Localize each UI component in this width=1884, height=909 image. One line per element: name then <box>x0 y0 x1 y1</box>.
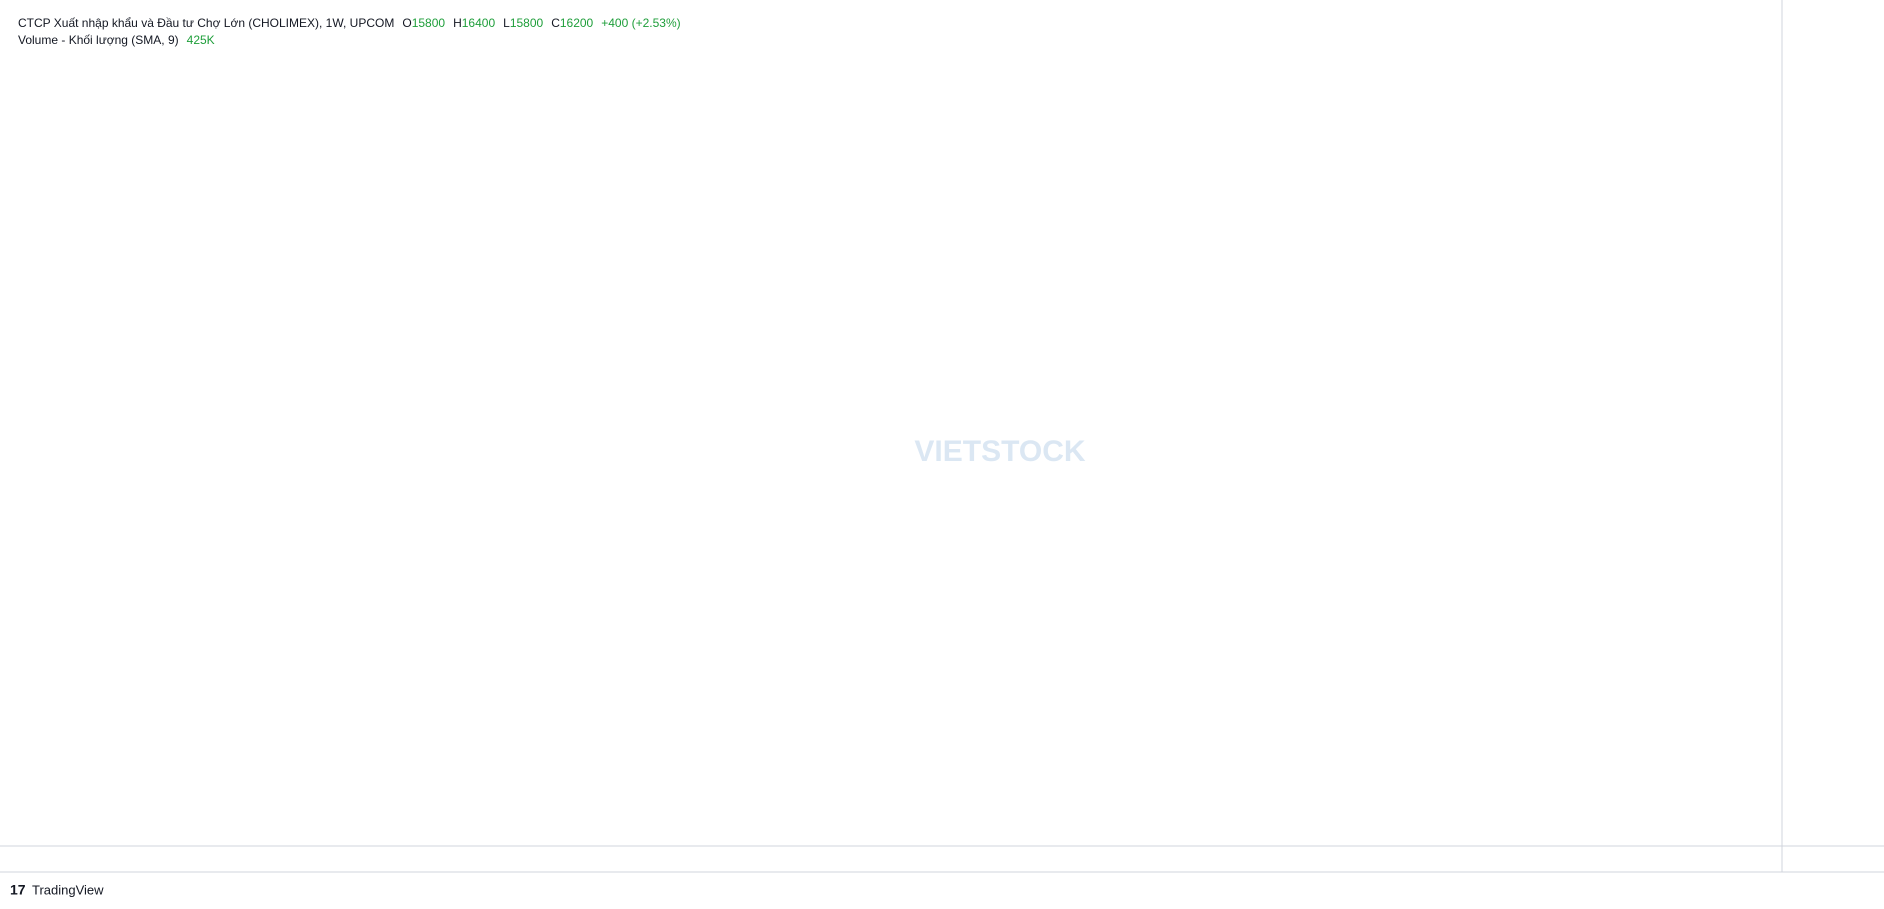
volume-title: Volume - Khối lượng (SMA, 9) 425K <box>18 33 215 47</box>
ohlc-value: 16400 <box>462 16 496 30</box>
header: CTCP Xuất nhập khẩu và Đầu tư Chợ Lớn (C… <box>18 16 681 47</box>
ohlc-label: C <box>551 16 560 30</box>
ohlc-label: L <box>503 16 510 30</box>
ohlc-label: O <box>402 16 411 30</box>
volume-title-text: Volume - Khối lượng (SMA, 9) <box>18 33 179 47</box>
chart-title: CTCP Xuất nhập khẩu và Đầu tư Chợ Lớn (C… <box>18 16 681 30</box>
volume-value: 425K <box>187 33 215 47</box>
ohlc-value: 16200 <box>560 16 594 30</box>
footer-text: TradingView <box>32 882 104 897</box>
change: +400 (+2.53%) <box>601 16 680 30</box>
footer: 17 TradingView <box>10 882 104 898</box>
logo: 17 <box>10 882 26 898</box>
ohlc-value: 15800 <box>510 16 544 30</box>
watermark: VIETSTOCK <box>914 435 1085 468</box>
ohlc-value: 15800 <box>412 16 446 30</box>
ohlc-label: H <box>453 16 462 30</box>
